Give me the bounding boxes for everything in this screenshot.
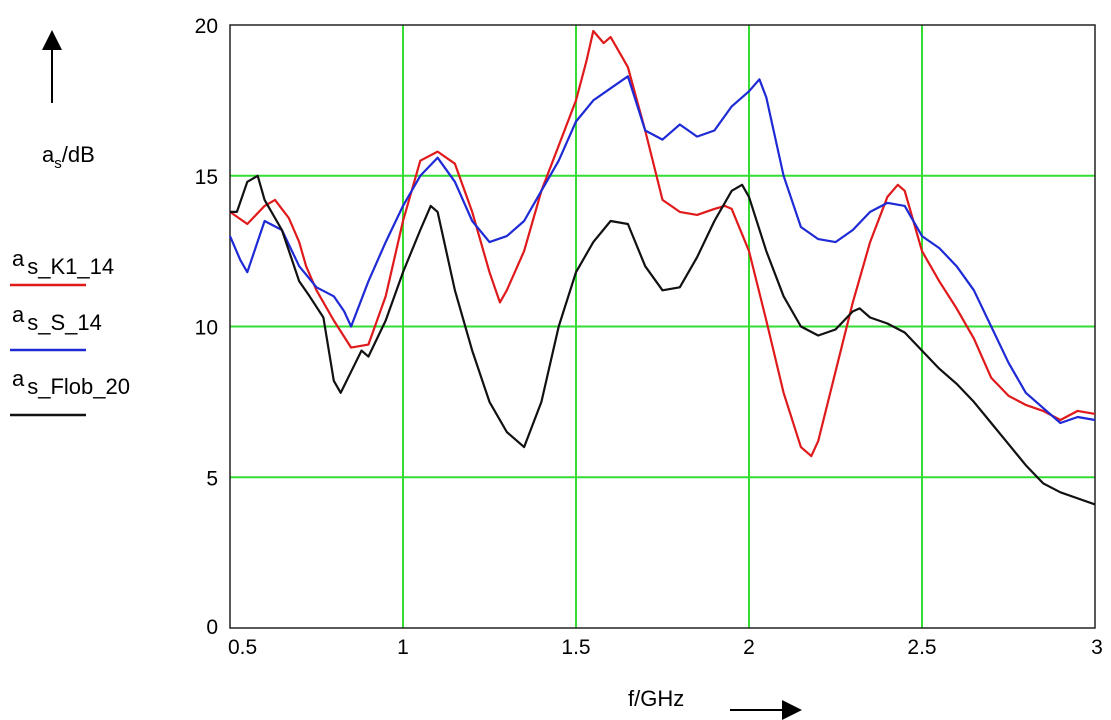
svg-text:as_K1_14: a s_K1_14 [12, 246, 114, 279]
x-axis-label: f/GHz [628, 686, 684, 711]
series-lines [228, 29, 1096, 506]
x-tick-label: 1.5 [561, 636, 590, 659]
x-tick-label: 1 [397, 636, 409, 659]
legend-entry-s-14: a s_S_14 [10, 302, 102, 352]
y-axis-label: as/dB [42, 142, 95, 172]
x-tick-labels: 0.5 1 1.5 2 2.5 3 [228, 636, 1103, 659]
y-tick-label: 15 [195, 166, 218, 189]
series-line-flob-20 [230, 174, 1096, 506]
grid [230, 25, 1095, 628]
legend: a s_K1_14 a s_S_14 a s_Flob_20 [10, 246, 130, 417]
y-tick-labels: 0 5 10 15 20 [195, 15, 218, 639]
x-tick-label: 0.5 [228, 636, 257, 659]
svg-text:as_Flob_20: a s_Flob_20 [12, 366, 130, 399]
x-tick-label: 2.5 [907, 636, 936, 659]
series-line-k1-14 [229, 29, 1096, 458]
y-tick-label: 5 [206, 467, 218, 490]
legend-entry-flob-20: a s_Flob_20 [10, 366, 130, 417]
x-tick-label: 3 [1091, 636, 1103, 659]
svg-text:as_S_14: a s_S_14 [12, 302, 102, 335]
y-tick-label: 10 [195, 317, 218, 340]
legend-entry-k1-14: a s_K1_14 [10, 246, 114, 287]
y-tick-label: 0 [206, 616, 218, 639]
series-line-s-14 [228, 75, 1096, 425]
x-tick-label: 2 [743, 636, 755, 659]
plot-frame [229, 24, 1096, 629]
y-tick-label: 20 [195, 15, 218, 38]
